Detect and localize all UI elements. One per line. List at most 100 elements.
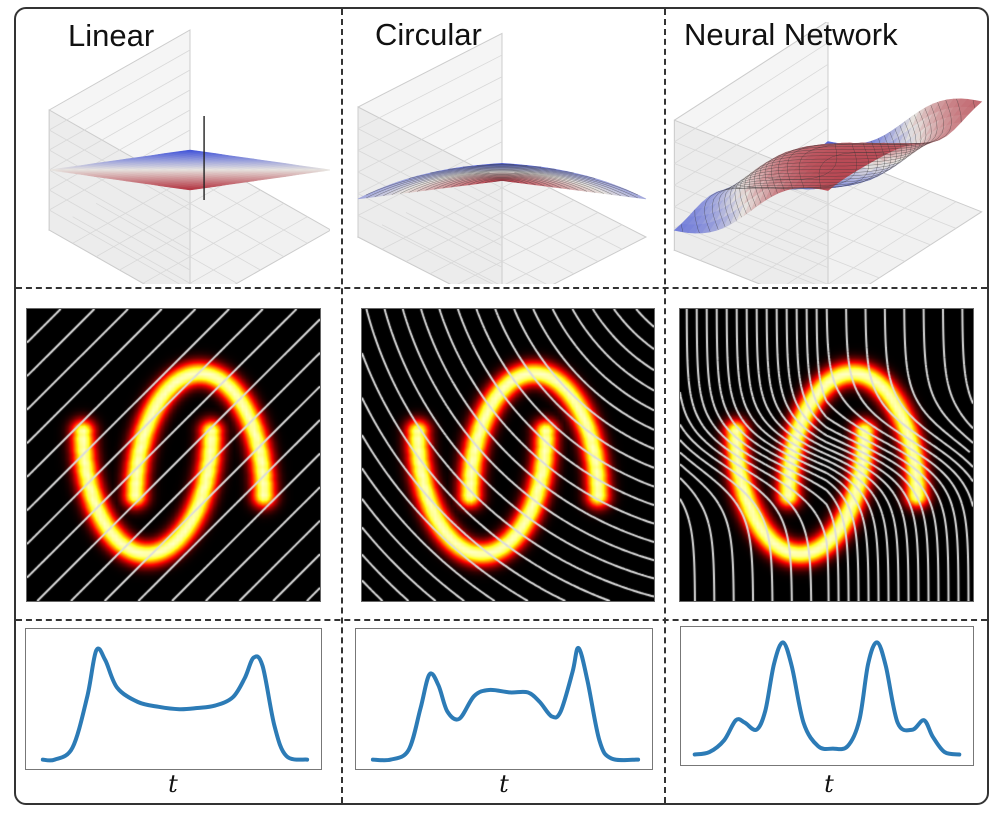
- surface-contour-segment: [399, 186, 405, 189]
- surface-contour-segment: [438, 178, 448, 182]
- surface-contour-segment: [877, 143, 888, 145]
- surface-contour-segment: [554, 171, 566, 174]
- surface-contour-segment: [439, 169, 449, 172]
- surface-contour-segment: [583, 176, 594, 180]
- surface-contour-segment: [509, 177, 521, 180]
- surface-contour-segment: [797, 150, 803, 152]
- surface-facet: [183, 187, 197, 191]
- surface-contour-segment: [789, 162, 798, 164]
- surface-contour-segment: [732, 211, 735, 216]
- surface-contour-segment: [936, 129, 938, 133]
- surface-contour-segment: [565, 178, 573, 181]
- surface-contour-segment: [749, 183, 751, 190]
- surface-contour-segment: [866, 175, 873, 178]
- surface-contour-segment: [824, 156, 832, 162]
- surface-contour-segment: [457, 172, 469, 174]
- surface-contour-segment: [820, 161, 825, 168]
- surface-contour-segment: [439, 170, 450, 173]
- surface-contour-segment: [520, 179, 527, 182]
- surface-contour-segment: [581, 186, 589, 190]
- projection-density-neural-network: [680, 626, 974, 766]
- surface-contour-segment: [941, 130, 944, 134]
- surface-contour-segment: [775, 188, 778, 194]
- surface-contour-lines: [365, 163, 639, 199]
- surface-contour-segment: [447, 175, 455, 178]
- surface-contour-segment: [929, 134, 932, 140]
- surface-contour-segment: [734, 195, 736, 201]
- surface-contour-segment: [548, 179, 557, 182]
- surface-contour-segment: [807, 148, 816, 153]
- surface-contour-segment: [477, 172, 489, 175]
- surface-contour-segment: [609, 183, 618, 188]
- surface-contour-segment: [510, 175, 519, 177]
- surface-contour-segment: [466, 174, 475, 177]
- surface-contour-segment: [528, 175, 539, 178]
- surface-contour-segment: [942, 126, 945, 131]
- surface-contour-segment: [771, 170, 773, 177]
- surface-contour-segment: [901, 129, 904, 134]
- surface-contour-segment: [530, 166, 540, 169]
- surface-contour-segment: [754, 172, 757, 176]
- surface-contour-segment: [579, 187, 588, 192]
- surface-contour-segment: [515, 172, 527, 175]
- surface-mesh: [49, 149, 330, 191]
- surface-contour-segment: [945, 100, 949, 107]
- surface-contour-segment: [600, 182, 610, 187]
- surface-contour-segment: [411, 179, 421, 183]
- surface-contour-segment: [752, 169, 764, 173]
- surface-contour-segment: [834, 142, 837, 150]
- surface-contour-segment: [591, 183, 600, 187]
- surface-contour-segment: [571, 175, 575, 177]
- surface-contour-segment: [912, 126, 915, 133]
- surface-contour-segment: [973, 101, 975, 108]
- surface-contour-segment: [402, 179, 409, 182]
- surface-contour-segment: [942, 115, 944, 120]
- surface-contour-segment: [892, 155, 903, 158]
- surface-contour-segment: [720, 190, 725, 197]
- surface-contour-segment: [935, 132, 937, 137]
- surface-contour-segment: [744, 178, 747, 186]
- surface-contour-segment: [806, 151, 809, 153]
- surface-contour-segment: [892, 138, 894, 141]
- surface-contour-segment: [447, 176, 456, 180]
- surface-contour-segment: [606, 189, 615, 193]
- density-curve: [370, 645, 641, 763]
- surface-contour-segment: [899, 125, 902, 130]
- surface-contour-segment: [937, 135, 946, 141]
- surface-contour-segment: [456, 173, 468, 176]
- surface-contour-segment: [477, 176, 486, 178]
- surface-contour-segment: [909, 118, 911, 121]
- surface-contour-segment: [957, 102, 960, 108]
- surface-contour-segment: [536, 173, 548, 176]
- surface-contour-segment: [483, 178, 494, 182]
- surface-contour-segment: [474, 178, 479, 180]
- surface-contour-segment: [439, 179, 448, 183]
- surface-contour-segment: [365, 192, 372, 196]
- surface-contour-segment: [904, 121, 908, 128]
- surface-contour-segment: [933, 113, 936, 119]
- surface-contour-segment: [412, 181, 421, 185]
- surface-grid-line: [49, 89, 191, 171]
- surface-contour-segment: [573, 183, 577, 185]
- surface-contour-segment: [410, 176, 421, 180]
- surface-contour-segment: [545, 171, 553, 173]
- surface-grid-line: [674, 107, 829, 208]
- surface-contour-segment: [438, 173, 449, 177]
- surface-contour-segment: [453, 173, 458, 175]
- surface-contour-segment: [739, 186, 741, 190]
- surface-axes-box: [48, 29, 330, 284]
- surface-contour-segment: [419, 175, 430, 178]
- surface-contour-segment: [778, 174, 782, 181]
- surface-contour-segment: [394, 181, 403, 185]
- surface-contour-segment: [438, 172, 449, 175]
- surface-contour-segment: [616, 188, 625, 192]
- figure-border: [14, 7, 989, 805]
- surface-contour-segment: [866, 155, 869, 160]
- surface-contour-segment: [411, 178, 421, 182]
- surface-contour-segment: [537, 168, 544, 171]
- surface-contour-segment: [847, 179, 850, 181]
- surface-contour-segment: [754, 177, 762, 180]
- surface-contour-segment: [726, 211, 728, 216]
- surface-contour-segment: [574, 177, 584, 181]
- surface-contour-segment: [538, 181, 546, 185]
